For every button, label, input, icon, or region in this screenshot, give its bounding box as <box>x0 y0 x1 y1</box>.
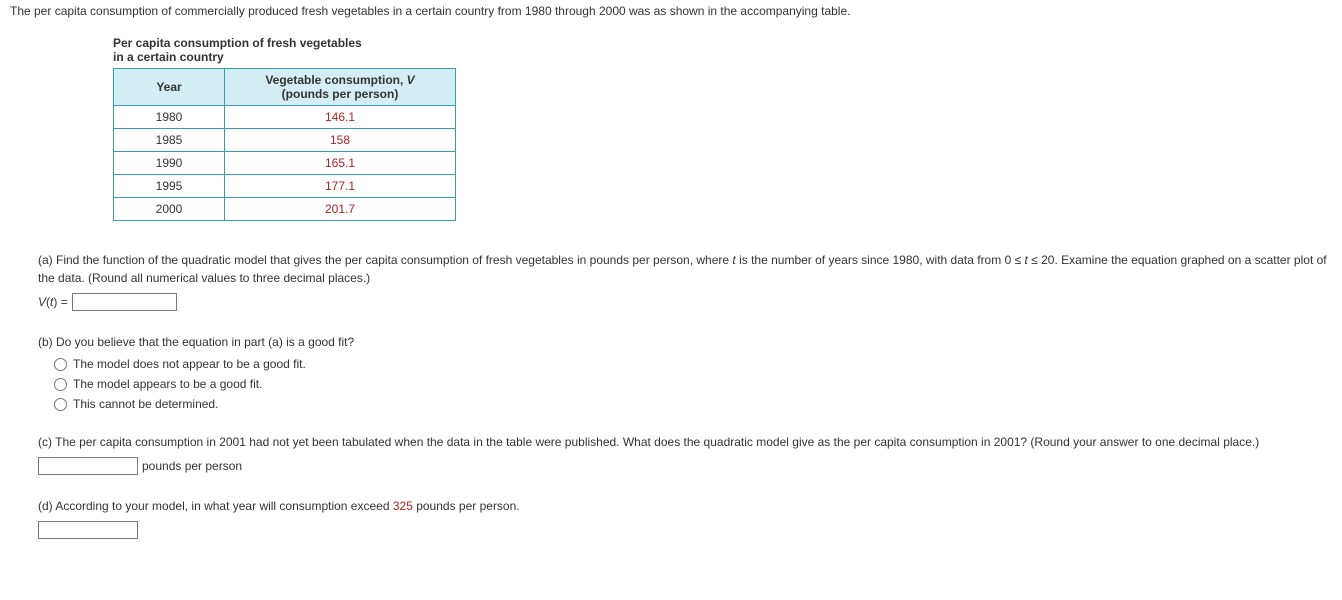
pd-seg1: (d) According to your model, in what yea… <box>38 499 393 513</box>
cell-value: 146.1 <box>225 106 456 129</box>
cell-year: 1985 <box>114 129 225 152</box>
cell-value: 177.1 <box>225 175 456 198</box>
part-b-radio-3[interactable] <box>54 398 67 411</box>
pd-seg2: pounds per person. <box>413 499 520 513</box>
header-val-line1: Vegetable consumption, <box>265 73 406 87</box>
table-section: Per capita consumption of fresh vegetabl… <box>113 36 1334 221</box>
table-row: 1995177.1 <box>114 175 456 198</box>
table-title: Per capita consumption of fresh vegetabl… <box>113 36 1334 64</box>
table-title-line2: in a certain country <box>113 50 224 64</box>
cell-year: 1980 <box>114 106 225 129</box>
part-b-radio-2[interactable] <box>54 378 67 391</box>
cell-value: 165.1 <box>225 152 456 175</box>
option-row: The model does not appear to be a good f… <box>54 357 1334 371</box>
data-table: Year Vegetable consumption, V (pounds pe… <box>113 68 456 221</box>
part-c-text: (c) The per capita consumption in 2001 h… <box>38 433 1334 451</box>
header-value: Vegetable consumption, V (pounds per per… <box>225 69 456 106</box>
cell-year: 1990 <box>114 152 225 175</box>
pd-value: 325 <box>393 499 413 513</box>
header-val-var: V <box>407 73 415 87</box>
cell-value: 158 <box>225 129 456 152</box>
header-year: Year <box>114 69 225 106</box>
option-row: This cannot be determined. <box>54 397 1334 411</box>
intro-text: The per capita consumption of commercial… <box>10 4 1334 18</box>
cell-value: 201.7 <box>225 198 456 221</box>
part-c-input[interactable] <box>38 457 138 475</box>
lhs: V(t) = <box>38 295 68 309</box>
pa-seg2: is the number of years since 1980, with … <box>736 253 1025 267</box>
part-a-equation: V(t) = <box>38 293 1334 311</box>
part-b: (b) Do you believe that the equation in … <box>38 333 1334 411</box>
part-a-text: (a) Find the function of the quadratic m… <box>38 251 1334 287</box>
table-title-line1: Per capita consumption of fresh vegetabl… <box>113 36 362 50</box>
part-d-input[interactable] <box>38 521 138 539</box>
table-row: 1990165.1 <box>114 152 456 175</box>
table-row: 1985158 <box>114 129 456 152</box>
part-a: (a) Find the function of the quadratic m… <box>38 251 1334 311</box>
table-row: 1980146.1 <box>114 106 456 129</box>
part-b-prompt: (b) Do you believe that the equation in … <box>38 333 1334 351</box>
part-d-text: (d) According to your model, in what yea… <box>38 497 1334 515</box>
part-b-opt3-label: This cannot be determined. <box>73 397 218 411</box>
part-c-unit: pounds per person <box>142 459 242 473</box>
part-d: (d) According to your model, in what yea… <box>38 497 1334 539</box>
part-c: (c) The per capita consumption in 2001 h… <box>38 433 1334 475</box>
part-a-input[interactable] <box>72 293 177 311</box>
cell-year: 2000 <box>114 198 225 221</box>
part-b-opt2-label: The model appears to be a good fit. <box>73 377 262 391</box>
part-b-radio-1[interactable] <box>54 358 67 371</box>
lhs-v: V <box>38 295 46 309</box>
lhs-close: ) = <box>53 295 67 309</box>
table-row: 2000201.7 <box>114 198 456 221</box>
option-row: The model appears to be a good fit. <box>54 377 1334 391</box>
cell-year: 1995 <box>114 175 225 198</box>
pa-seg1: (a) Find the function of the quadratic m… <box>38 253 732 267</box>
part-b-opt1-label: The model does not appear to be a good f… <box>73 357 306 371</box>
header-val-line2: (pounds per person) <box>282 87 399 101</box>
